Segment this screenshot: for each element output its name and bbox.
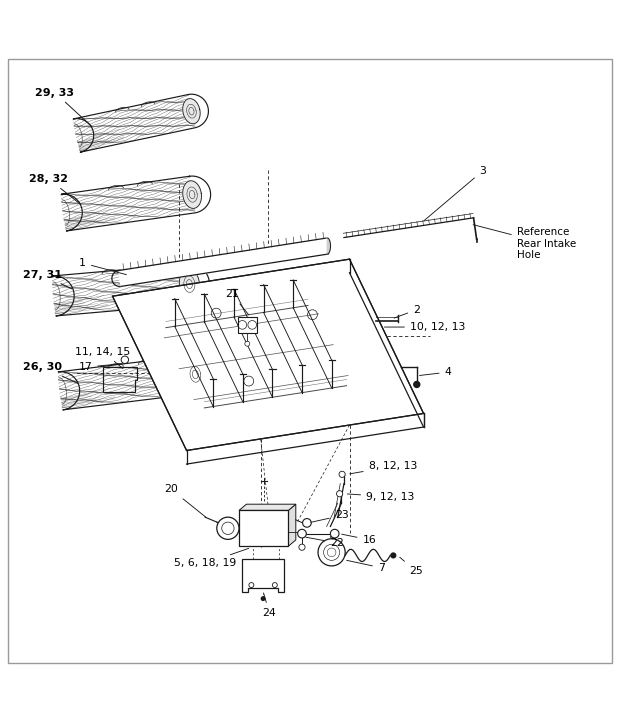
Text: 27, 31: 27, 31 — [23, 269, 72, 289]
Circle shape — [413, 380, 420, 388]
Text: 20: 20 — [164, 484, 206, 517]
Polygon shape — [327, 238, 330, 254]
Text: 17: 17 — [79, 362, 122, 372]
FancyBboxPatch shape — [238, 317, 257, 333]
Text: 2: 2 — [394, 305, 420, 318]
FancyBboxPatch shape — [239, 510, 288, 546]
Text: 1: 1 — [79, 258, 126, 274]
Circle shape — [260, 596, 265, 601]
Polygon shape — [61, 176, 211, 231]
Text: 24: 24 — [262, 594, 276, 618]
Text: 28, 32: 28, 32 — [29, 174, 81, 204]
Text: 16: 16 — [342, 534, 376, 545]
Polygon shape — [183, 99, 200, 123]
Text: 26, 30: 26, 30 — [23, 362, 78, 383]
Circle shape — [299, 544, 305, 550]
Circle shape — [272, 583, 277, 588]
Circle shape — [298, 529, 306, 538]
Text: ereplacementparts.com: ereplacementparts.com — [174, 393, 298, 403]
Text: 22: 22 — [306, 537, 343, 548]
Polygon shape — [185, 360, 205, 388]
Polygon shape — [179, 269, 200, 299]
Text: 4: 4 — [420, 367, 451, 377]
Polygon shape — [239, 504, 296, 510]
Text: 10, 12, 13: 10, 12, 13 — [384, 322, 466, 332]
Polygon shape — [52, 264, 210, 316]
Polygon shape — [112, 259, 423, 451]
Text: 8, 12, 13: 8, 12, 13 — [350, 461, 417, 474]
Text: 7: 7 — [347, 560, 385, 573]
Text: 11, 14, 15: 11, 14, 15 — [76, 347, 131, 368]
Circle shape — [337, 491, 343, 497]
Circle shape — [339, 471, 345, 477]
Circle shape — [121, 356, 128, 363]
Polygon shape — [242, 559, 284, 593]
Circle shape — [303, 518, 311, 527]
Text: 21: 21 — [225, 289, 249, 315]
Text: 23: 23 — [311, 510, 348, 522]
Circle shape — [217, 517, 239, 539]
Circle shape — [330, 529, 339, 538]
Circle shape — [318, 539, 345, 566]
Text: 29, 33: 29, 33 — [35, 87, 92, 126]
Text: 9, 12, 13: 9, 12, 13 — [347, 492, 415, 502]
Polygon shape — [118, 238, 329, 287]
Polygon shape — [58, 355, 215, 410]
Text: 5, 6, 18, 19: 5, 6, 18, 19 — [174, 548, 249, 568]
Polygon shape — [73, 94, 208, 152]
Circle shape — [390, 552, 396, 559]
Polygon shape — [183, 180, 202, 209]
Polygon shape — [288, 504, 296, 546]
Circle shape — [249, 583, 254, 588]
Text: 25: 25 — [400, 557, 422, 576]
Circle shape — [245, 342, 250, 346]
Text: 3: 3 — [424, 166, 486, 221]
Text: Reference
Rear Intake
Hole: Reference Rear Intake Hole — [473, 225, 576, 261]
